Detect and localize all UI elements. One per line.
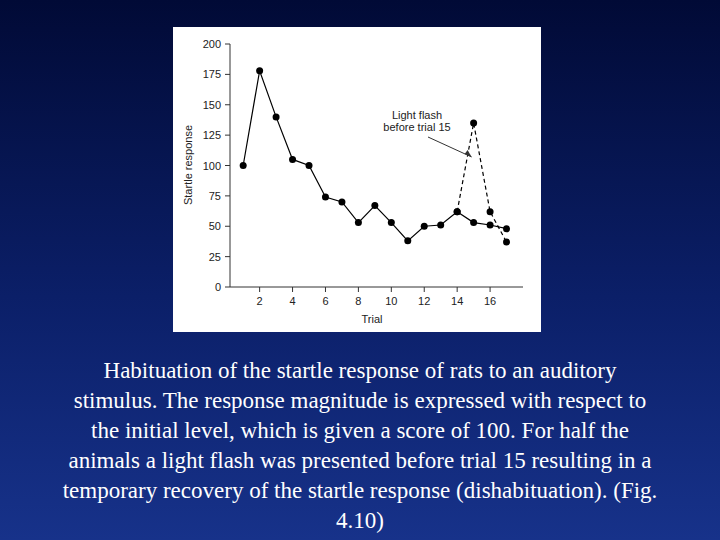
y-tick [225, 44, 230, 45]
data-point [240, 162, 247, 169]
x-tick [259, 287, 260, 292]
data-point [421, 223, 428, 230]
x-tick-label: 4 [289, 295, 295, 307]
caption-line: stimulus. The response magnitude is expr… [74, 388, 647, 413]
caption-line: 4.10) [336, 508, 384, 533]
y-axis-label: Startle response [182, 125, 194, 205]
data-point [437, 222, 444, 229]
data-point [289, 156, 296, 163]
x-tick-label: 14 [451, 295, 463, 307]
data-point [306, 162, 313, 169]
data-point [454, 208, 461, 215]
annotation-arrow [428, 137, 472, 157]
series-line [457, 123, 506, 242]
data-point [454, 208, 461, 215]
x-tick [358, 287, 359, 292]
y-tick-label: 50 [209, 220, 221, 232]
x-tick [292, 287, 293, 292]
x-tick [391, 287, 392, 292]
data-point [404, 237, 411, 244]
caption-line: the initial level, which is given a scor… [91, 418, 629, 443]
data-point [338, 198, 345, 205]
y-tick [225, 226, 230, 227]
x-tick [325, 287, 326, 292]
y-tick-label: 0 [215, 281, 221, 293]
y-tick [225, 104, 230, 105]
y-tick-label: 200 [203, 38, 221, 50]
plot-area [240, 67, 510, 245]
y-tick-label: 125 [203, 129, 221, 141]
x-tick-label: 16 [484, 295, 496, 307]
data-point [388, 219, 395, 226]
data-point [371, 202, 378, 209]
caption-line: Habituation of the startle response of r… [104, 358, 617, 383]
y-tick [225, 165, 230, 166]
x-axis-label: Trial [362, 313, 383, 325]
annotation-text: before trial 15 [383, 121, 450, 133]
x-tick [490, 287, 491, 292]
x-tick-label: 10 [385, 295, 397, 307]
x-tick [424, 287, 425, 292]
y-tick [225, 74, 230, 75]
data-point [470, 119, 477, 126]
arrow-head [465, 150, 472, 157]
y-tick [225, 256, 230, 257]
caption-line: animals a light flash was presented befo… [68, 448, 651, 473]
x-tick-label: 12 [418, 295, 430, 307]
data-point [273, 113, 280, 120]
data-point [503, 239, 510, 246]
data-point [487, 222, 494, 229]
y-tick-label: 25 [209, 251, 221, 263]
data-point [487, 208, 494, 215]
x-tick-label: 2 [257, 295, 263, 307]
y-tick-label: 175 [203, 68, 221, 80]
y-tick [225, 287, 230, 288]
data-point [322, 194, 329, 201]
annotation-text: Light flash [392, 109, 442, 121]
data-point [355, 219, 362, 226]
y-tick-label: 150 [203, 99, 221, 111]
y-tick-label: 75 [209, 190, 221, 202]
x-tick [457, 287, 458, 292]
x-tick-label: 6 [322, 295, 328, 307]
y-tick [225, 195, 230, 196]
x-tick-label: 8 [355, 295, 361, 307]
data-point [470, 219, 477, 226]
data-point [503, 225, 510, 232]
caption-line: temporary recovery of the startle respon… [63, 478, 658, 503]
y-tick-label: 100 [203, 160, 221, 172]
chart-panel [173, 27, 541, 332]
y-tick [225, 135, 230, 136]
data-point [256, 67, 263, 74]
x-axis [230, 287, 523, 288]
